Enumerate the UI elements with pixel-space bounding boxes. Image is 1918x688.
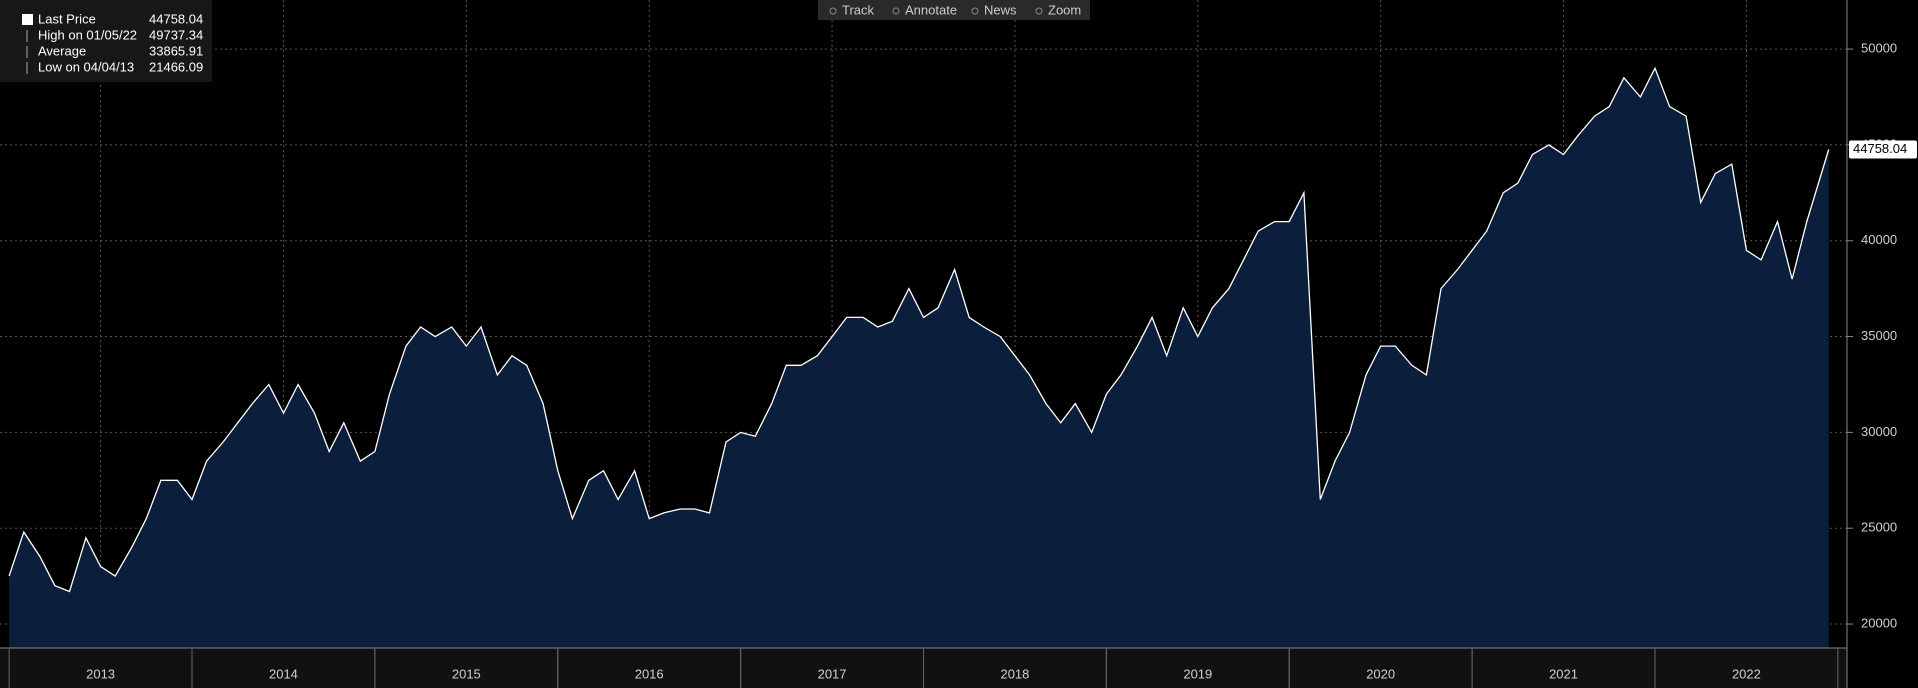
legend-box [0, 0, 212, 82]
plot [8, 66, 1830, 648]
legend-name: High on 01/05/22 [38, 27, 137, 42]
legend-value: 49737.34 [149, 27, 203, 42]
y-tick-label: 20000 [1861, 615, 1897, 630]
x-tick-label: 2016 [635, 666, 664, 681]
x-tick-label: 2020 [1366, 666, 1395, 681]
toolbar: Track Annotate News Zoom [818, 0, 1090, 20]
axes: 2000025000300003500040000450005000020132… [8, 41, 1917, 688]
toolbar-icon [1035, 7, 1043, 15]
y-tick-label: 35000 [1861, 328, 1897, 343]
legend-value: 21466.09 [149, 59, 203, 74]
legend-name: Low on 04/04/13 [38, 59, 134, 74]
last-price-box [1849, 140, 1917, 159]
legend-swatch [22, 14, 33, 25]
x-tick-label: 2017 [818, 666, 847, 681]
y-tick-label: 25000 [1861, 520, 1897, 535]
line [8, 66, 1830, 593]
legend: Last Price 44758.04 High on 01/05/22 49737.… [0, 0, 212, 82]
x-tick-label: 2022 [1732, 666, 1761, 681]
area [9, 68, 1829, 648]
toolbar-button[interactable]: Annotate [905, 2, 957, 17]
x-tick-label: 2015 [452, 666, 481, 681]
legend-value: 44758.04 [149, 11, 203, 26]
y-tick-label: 50000 [1861, 41, 1897, 56]
toolbar-icon [971, 7, 979, 15]
last-price-label: 44758.04 [1853, 141, 1907, 156]
toolbar-button[interactable]: News [984, 2, 1017, 17]
x-tick-label: 2018 [1000, 666, 1029, 681]
x-tick-label: 2014 [269, 666, 298, 681]
y-tick-label: 30000 [1861, 424, 1897, 439]
x-tick-label: 2013 [86, 666, 115, 681]
toolbar-button[interactable]: Track [842, 2, 875, 17]
toolbar-box [818, 0, 1090, 20]
x-tick-label: 2021 [1549, 666, 1578, 681]
legend-name: Average [38, 43, 86, 58]
x-tick-label: 2019 [1183, 666, 1212, 681]
toolbar-icon [829, 7, 837, 15]
y-tick-label: 40000 [1861, 232, 1897, 247]
toolbar-button[interactable]: Zoom [1048, 2, 1081, 17]
legend-value: 33865.91 [149, 43, 203, 58]
legend-name: Last Price [38, 11, 96, 26]
toolbar-icon [892, 7, 900, 15]
